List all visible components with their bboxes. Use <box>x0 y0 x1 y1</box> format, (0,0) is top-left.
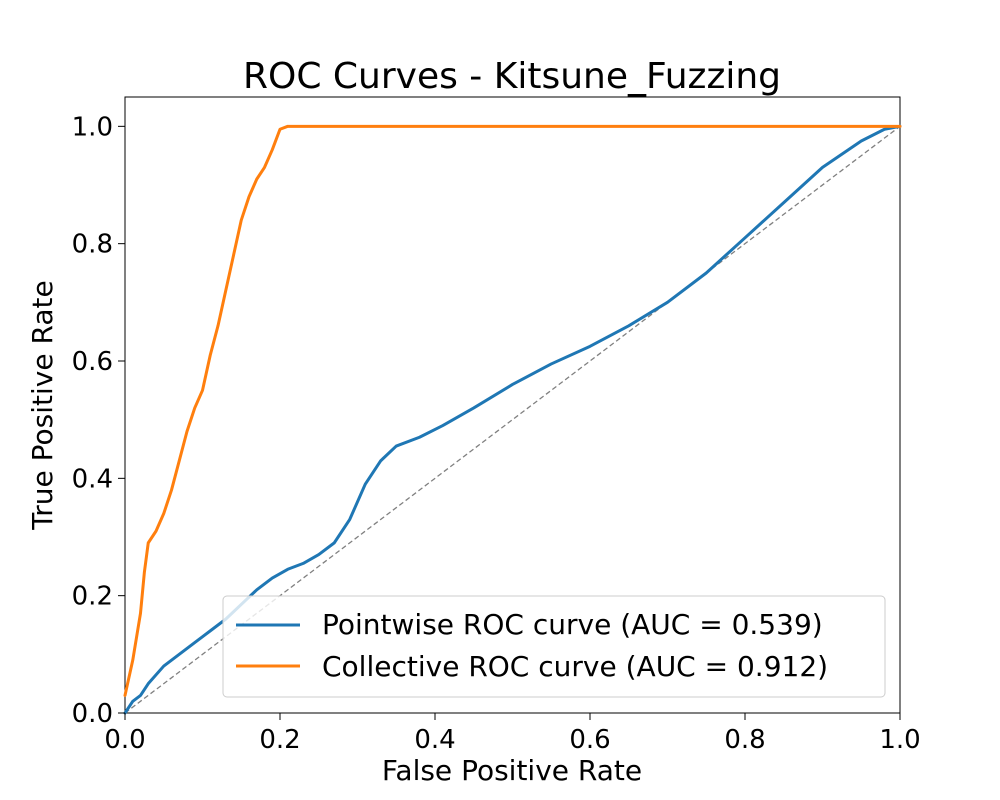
y-tick-label: 0.0 <box>72 699 113 729</box>
x-axis-label: False Positive Rate <box>382 754 642 787</box>
y-tick-label: 0.2 <box>72 582 113 612</box>
y-axis: 0.0 0.2 0.4 0.6 0.8 1.0 <box>72 112 125 729</box>
x-axis: 0.0 0.2 0.4 0.6 0.8 1.0 <box>104 713 921 755</box>
x-tick-label: 0.8 <box>724 725 765 755</box>
y-tick-label: 0.6 <box>72 347 113 377</box>
legend-box <box>222 595 886 698</box>
y-axis-label: True Positive Rate <box>26 280 59 530</box>
x-tick-label: 0.0 <box>104 725 145 755</box>
series-layer <box>123 124 902 715</box>
x-tick-label: 1.0 <box>879 725 920 755</box>
series-line-collective <box>123 124 902 697</box>
plot-frame <box>124 96 901 714</box>
legend-label-pointwise: Pointwise ROC curve (AUC = 0.539) <box>322 608 823 641</box>
x-tick-label: 0.4 <box>414 725 455 755</box>
legend-label-collective: Collective ROC curve (AUC = 0.912) <box>322 650 828 683</box>
x-tick-label: 0.6 <box>569 725 610 755</box>
x-tick-label: 0.2 <box>259 725 300 755</box>
legend: Pointwise ROC curve (AUC = 0.539) Collec… <box>222 595 886 698</box>
y-tick-label: 0.4 <box>72 464 113 494</box>
y-tick-label: 0.8 <box>72 230 113 260</box>
y-tick-label: 1.0 <box>72 112 113 142</box>
chart-title: ROC Curves - Kitsune_Fuzzing <box>243 56 781 97</box>
series-line-pointwise <box>123 124 902 715</box>
